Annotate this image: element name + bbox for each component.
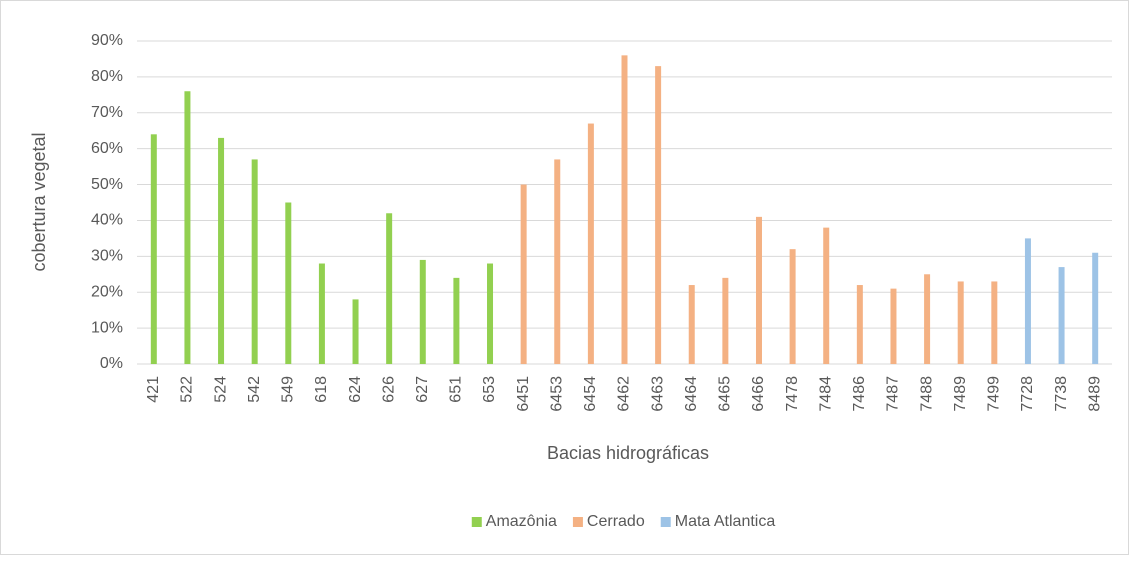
- bar: [453, 277, 460, 364]
- x-tick-label: 626: [380, 376, 397, 403]
- legend-swatch: [660, 517, 671, 527]
- x-tick-label: 653: [481, 376, 498, 403]
- x-tick-label: 421: [145, 376, 162, 403]
- y-tick-label: 40%: [91, 212, 123, 229]
- bar: [150, 134, 157, 364]
- x-tick-label: 524: [212, 376, 229, 403]
- x-tick-label: 8489: [1086, 376, 1103, 412]
- bar: [386, 213, 393, 364]
- bar: [621, 55, 628, 364]
- x-tick-label: 6453: [548, 376, 565, 412]
- x-tick-label: 7489: [952, 376, 969, 412]
- x-tick-label: 7486: [851, 376, 868, 412]
- y-tick-label: 30%: [91, 248, 123, 265]
- bar: [520, 184, 527, 364]
- bar: [419, 259, 426, 364]
- x-tick-label: 6466: [750, 376, 767, 412]
- bar: [218, 137, 225, 364]
- bar: [755, 216, 762, 364]
- x-tick-label: 7728: [1019, 376, 1036, 412]
- bar: [991, 281, 998, 364]
- bar: [554, 159, 561, 364]
- x-tick-label: 651: [448, 376, 465, 403]
- legend-swatch: [471, 517, 482, 527]
- y-tick-label: 10%: [91, 319, 123, 336]
- bar: [587, 123, 594, 365]
- x-tick-label: 7488: [918, 376, 935, 412]
- bar: [352, 299, 359, 364]
- x-tick-label: 7484: [817, 376, 834, 412]
- legend-label: Amazônia: [486, 513, 557, 530]
- x-tick-label: 7487: [885, 376, 902, 412]
- y-tick-label: 80%: [91, 68, 123, 85]
- bar: [957, 281, 964, 364]
- bar: [789, 249, 796, 364]
- legend-label: Mata Atlantica: [675, 513, 776, 530]
- x-tick-label: 549: [280, 376, 297, 403]
- x-tick-label: 7738: [1053, 376, 1070, 412]
- bar: [487, 263, 494, 364]
- bar: [924, 274, 931, 364]
- y-tick-label: 20%: [91, 283, 123, 300]
- x-tick-label: 624: [347, 376, 364, 403]
- bar: [184, 91, 191, 364]
- bar: [655, 66, 662, 364]
- y-tick-label: 90%: [91, 32, 123, 49]
- x-tick-label: 7499: [986, 376, 1003, 412]
- bar: [890, 288, 897, 364]
- bar: [688, 285, 695, 364]
- bar: [1058, 267, 1065, 364]
- x-tick-label: 522: [179, 376, 196, 403]
- x-tick-label: 542: [246, 376, 263, 403]
- x-tick-label: 627: [414, 376, 431, 403]
- x-tick-label: 6465: [717, 376, 734, 412]
- y-tick-label: 70%: [91, 104, 123, 121]
- bar: [823, 227, 830, 364]
- bar: [722, 277, 729, 364]
- bar: [856, 285, 863, 364]
- bar: [1092, 252, 1099, 364]
- x-tick-label: 6451: [515, 376, 532, 412]
- x-tick-label: 6454: [582, 376, 599, 412]
- y-tick-label: 60%: [91, 140, 123, 157]
- legend-label: Cerrado: [587, 513, 645, 530]
- bar: [318, 263, 325, 364]
- x-tick-label: 6462: [616, 376, 633, 412]
- x-tick-label: 6464: [683, 376, 700, 412]
- y-axis-title: cobertura vegetal: [29, 132, 49, 271]
- y-tick-label: 50%: [91, 176, 123, 193]
- bar: [251, 159, 258, 364]
- legend-swatch: [572, 517, 583, 527]
- y-tick-label: 0%: [100, 355, 123, 372]
- bar: [285, 202, 292, 364]
- bar: [1024, 238, 1031, 364]
- x-axis-title: Bacias hidrográficas: [547, 443, 709, 463]
- x-tick-label: 7478: [784, 376, 801, 412]
- x-tick-label: 6463: [649, 376, 666, 412]
- x-tick-label: 618: [313, 376, 330, 403]
